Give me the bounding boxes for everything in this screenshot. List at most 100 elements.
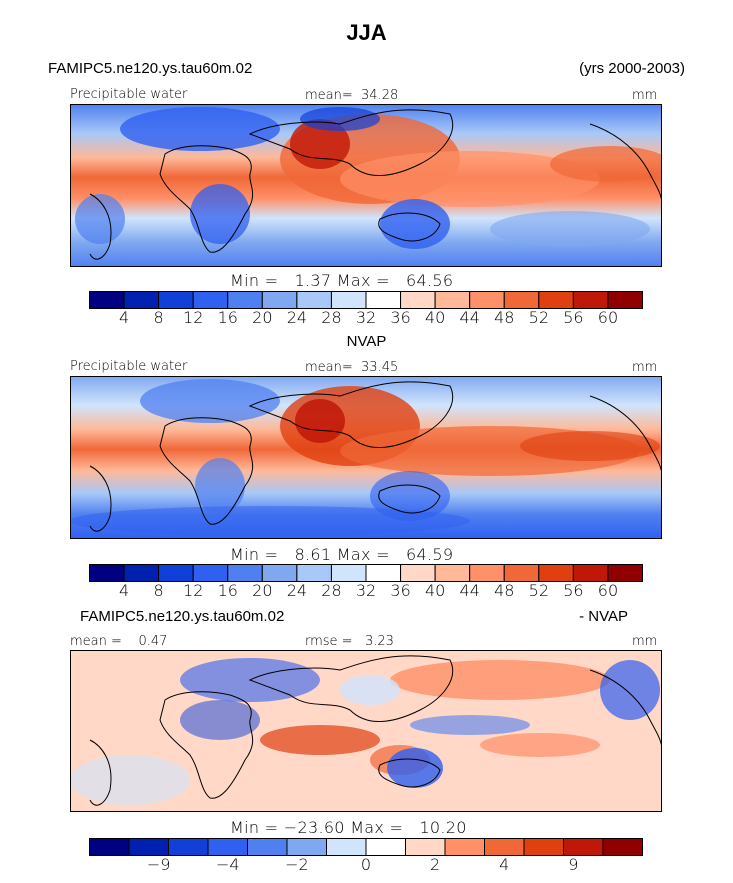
colorbar-swatch [128, 838, 169, 856]
map-panel-diff [70, 650, 662, 812]
colorbar-swatch [400, 291, 436, 309]
colorbar-swatch [192, 291, 229, 309]
colorbar-tick-label: 16 [217, 308, 238, 327]
colorbar-tick-label: 56 [563, 308, 584, 327]
case-name-label: FAMIPC5.ne120.ys.tau60m.02 [48, 60, 253, 77]
units-label: mm [632, 634, 658, 649]
colorbar-swatch [286, 838, 327, 856]
colorbar-tick-label: 48 [494, 308, 515, 327]
colorbar-swatch [503, 291, 540, 309]
colorbar-tick-label: 0 [360, 855, 372, 874]
obs-name-label: NVAP [346, 333, 387, 350]
colorbar-swatch [89, 838, 130, 856]
colorbar-tick-label: 24 [286, 581, 308, 600]
mean-label: mean = 0.47 [70, 634, 168, 649]
min-max-label: Min = −23.60 Max = 10.20 [230, 818, 467, 837]
colorbar-swatch [365, 564, 402, 582]
variable-label: Precipitable water [70, 87, 188, 102]
colorbar-tick-label: −2 [285, 855, 309, 874]
colorbar-diff [89, 838, 643, 856]
colorbar-tick-label: 60 [597, 308, 619, 327]
colorbar-swatch [89, 291, 125, 309]
colorbar-swatch [444, 838, 485, 856]
colorbar-tick-label: 40 [424, 581, 446, 600]
colorbar-swatch [434, 291, 471, 309]
colorbar-swatch [207, 838, 248, 856]
units-label: mm [632, 88, 658, 103]
colorbar-swatch [538, 291, 574, 309]
colorbar-swatch [503, 564, 540, 582]
colorbar-swatch [123, 564, 160, 582]
colorbar-tick-label: 8 [153, 308, 164, 327]
map-panel-obs [70, 376, 662, 539]
years-label: (yrs 2000-2003) [579, 60, 685, 77]
colorbar-swatch [572, 564, 609, 582]
colorbar-swatch [227, 564, 263, 582]
colorbar-tick-label: 36 [390, 308, 411, 327]
colorbar-tick-label: 2 [430, 855, 441, 874]
colorbar-ticks-obs: 4 8 12 16 20 24 28 32 36 40 44 48 52 56 60 [89, 581, 643, 603]
colorbar-swatch [261, 564, 298, 582]
colorbar-tick-label: 9 [568, 855, 579, 874]
colorbar-swatch [192, 564, 229, 582]
units-label: mm [632, 360, 658, 375]
colorbar-tick-label: 16 [217, 581, 238, 600]
colorbar-swatch [330, 564, 367, 582]
colorbar-tick-label: 36 [390, 581, 411, 600]
colorbar-tick-label: 12 [183, 308, 204, 327]
colorbar-swatch [168, 838, 209, 856]
colorbar-model [89, 291, 643, 309]
variable-label: Precipitable water [70, 359, 188, 374]
colorbar-tick-label: 28 [321, 308, 342, 327]
colorbar-tick-label: −9 [146, 855, 171, 874]
colorbar-tick-label: 44 [459, 581, 480, 600]
colorbar-swatch [227, 291, 263, 309]
diff-obs-label: - NVAP [579, 608, 628, 625]
colorbar-swatch [434, 564, 471, 582]
colorbar-swatch [261, 291, 298, 309]
colorbar-tick-label: 4 [118, 581, 130, 600]
colorbar-tick-label: 24 [286, 308, 308, 327]
colorbar-tick-label: 56 [563, 581, 584, 600]
colorbar-ticks-model: 4 8 12 16 20 24 28 32 36 40 44 48 52 56 60 [89, 308, 643, 330]
colorbar-swatch [158, 291, 194, 309]
colorbar-tick-label: 60 [597, 581, 619, 600]
colorbar-swatch [405, 838, 446, 856]
colorbar-tick-label: 28 [321, 581, 342, 600]
colorbar-tick-label: 20 [252, 308, 273, 327]
diff-case-label: FAMIPC5.ne120.ys.tau60m.02 [80, 608, 285, 625]
colorbar-tick-label: 40 [424, 308, 446, 327]
colorbar-swatch [89, 564, 125, 582]
colorbar-swatch [572, 291, 609, 309]
min-max-label: Min = 1.37 Max = 64.56 [230, 271, 454, 290]
colorbar-tick-label: 32 [355, 581, 377, 600]
colorbar-swatch [123, 291, 160, 309]
colorbar-swatch [484, 838, 525, 856]
colorbar-swatch [247, 838, 288, 856]
colorbar-tick-label: 44 [459, 308, 480, 327]
colorbar-ticks-diff: −9 −4 −2 0 2 4 9 [89, 855, 643, 877]
colorbar-swatch [330, 291, 367, 309]
colorbar-swatch [523, 838, 564, 856]
colorbar-obs [89, 564, 643, 582]
colorbar-swatch [365, 838, 406, 856]
colorbar-tick-label: 4 [499, 855, 510, 874]
colorbar-tick-label: 12 [183, 581, 204, 600]
colorbar-swatch [158, 564, 194, 582]
colorbar-tick-label: −4 [215, 855, 240, 874]
colorbar-tick-label: 52 [528, 308, 549, 327]
colorbar-swatch [602, 838, 643, 856]
colorbar-swatch [296, 564, 332, 582]
colorbar-swatch [538, 564, 574, 582]
colorbar-swatch [563, 838, 604, 856]
colorbar-swatch [326, 838, 367, 856]
colorbar-swatch [469, 564, 505, 582]
map-panel-model [70, 104, 662, 267]
mean-label: mean= 33.45 [305, 360, 399, 375]
colorbar-swatch [469, 291, 505, 309]
rmse-label: rmse = 3.23 [305, 634, 394, 649]
colorbar-tick-label: 52 [528, 581, 549, 600]
colorbar-swatch [607, 564, 643, 582]
min-max-label: Min = 8.61 Max = 64.59 [230, 545, 454, 564]
colorbar-tick-label: 8 [153, 581, 164, 600]
